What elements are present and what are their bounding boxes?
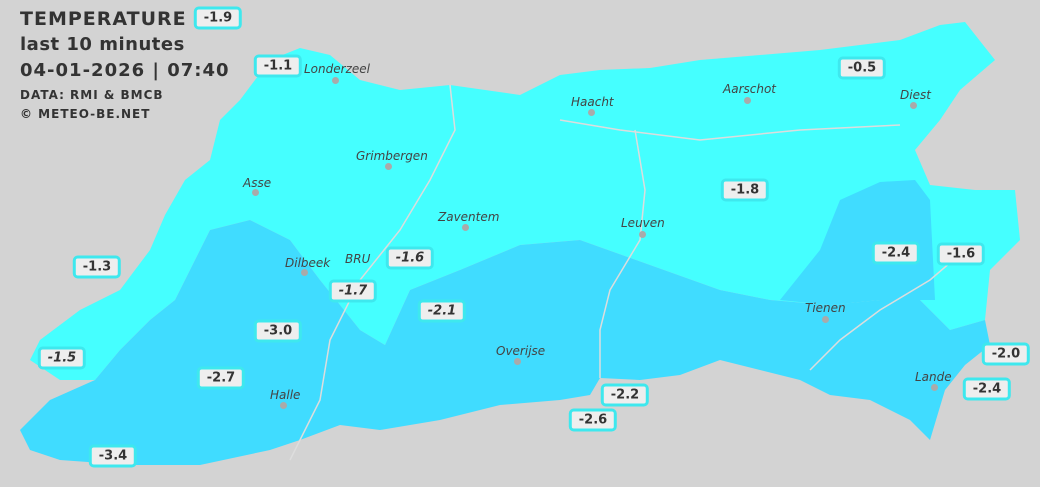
- region-warm-zone: [30, 22, 1020, 380]
- temp-reading[interactable]: -1.8: [720, 178, 770, 202]
- temp-reading[interactable]: -1.5: [37, 346, 87, 370]
- temp-reading[interactable]: -1.3: [72, 255, 122, 279]
- temp-reading[interactable]: -1.6: [385, 246, 435, 270]
- city-dot: [252, 189, 259, 196]
- city-dot: [931, 384, 938, 391]
- temp-reading[interactable]: -1.9: [193, 6, 243, 30]
- temp-reading[interactable]: -3.4: [88, 444, 138, 468]
- city-leuven: Leuven: [621, 216, 665, 230]
- city-asse: Asse: [243, 176, 272, 190]
- temp-reading[interactable]: -2.1: [417, 299, 467, 323]
- city-dot: [639, 231, 646, 238]
- city-dot: [301, 269, 308, 276]
- temp-reading[interactable]: -1.1: [253, 54, 303, 78]
- border-line: [809, 249, 966, 371]
- city-dot: [385, 163, 392, 170]
- temp-reading[interactable]: -2.2: [600, 383, 650, 407]
- city-dot: [910, 102, 917, 109]
- city-halle: Halle: [270, 388, 301, 402]
- city-londerzeel: Londerzeel: [304, 62, 370, 76]
- copyright: © METEO-BE.NET: [20, 107, 151, 121]
- temp-reading[interactable]: -2.7: [196, 366, 246, 390]
- city-dot: [744, 97, 751, 104]
- city-tienen: Tienen: [805, 301, 846, 315]
- map-datetime: 04-01-2026 | 07:40: [20, 60, 230, 81]
- city-dot: [588, 109, 595, 116]
- city-dot: [280, 402, 287, 409]
- city-dot: [822, 316, 829, 323]
- city-haacht: Haacht: [571, 95, 614, 109]
- region-cold-zone: [20, 220, 990, 465]
- city-dot: [514, 358, 521, 365]
- city-dot: [462, 224, 469, 231]
- map-period: last 10 minutes: [20, 34, 185, 55]
- region-cold-zone-east: [780, 180, 935, 305]
- river-line: [289, 84, 456, 461]
- city-overijse: Overijse: [496, 344, 546, 358]
- river-line: [599, 129, 646, 378]
- temp-reading[interactable]: -2.0: [981, 342, 1031, 366]
- city-zaventem: Zaventem: [438, 210, 500, 224]
- city-diest: Diest: [900, 88, 931, 102]
- city-dilbeek: Dilbeek: [285, 256, 331, 270]
- city-lande: Lande: [915, 370, 952, 384]
- city-dot: [332, 77, 339, 84]
- temp-reading[interactable]: -2.4: [871, 241, 921, 265]
- data-source: DATA: RMI & BMCB: [20, 88, 164, 102]
- city-grimbergen: Grimbergen: [356, 149, 428, 163]
- city-brussels: BRU: [345, 252, 371, 266]
- temp-reading[interactable]: -1.6: [936, 242, 986, 266]
- temp-reading[interactable]: -0.5: [837, 56, 887, 80]
- map-title: TEMPERATURE: [20, 8, 187, 30]
- temp-reading[interactable]: -3.0: [253, 319, 303, 343]
- temp-reading[interactable]: -1.7: [328, 279, 378, 303]
- border-line: [559, 119, 901, 141]
- temp-reading[interactable]: -2.6: [568, 408, 618, 432]
- city-aarschot: Aarschot: [723, 82, 776, 96]
- temp-reading[interactable]: -2.4: [962, 377, 1012, 401]
